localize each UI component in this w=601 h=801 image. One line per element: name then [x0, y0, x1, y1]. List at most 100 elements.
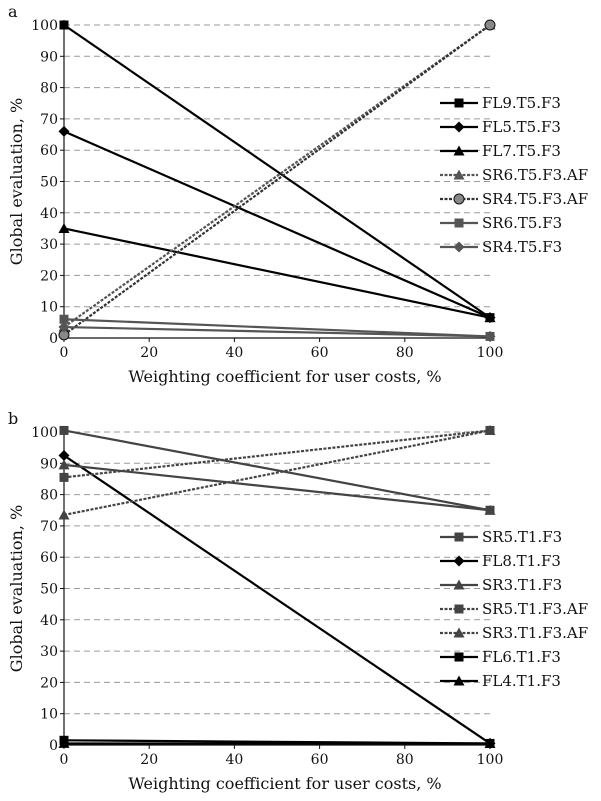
x-tick-label: 80	[396, 345, 414, 361]
data-point	[58, 449, 70, 461]
legend-entry: SR5.T1.F3	[440, 528, 562, 546]
legend-entry: FL4.T1.F3	[440, 672, 561, 690]
legend-marker	[453, 555, 465, 567]
legend-marker	[454, 532, 464, 542]
legend-marker	[453, 579, 465, 590]
data-point	[58, 509, 70, 520]
x-tick-label: 40	[225, 345, 243, 361]
series-FL5.T5.F3	[58, 125, 496, 324]
series-SR3.T1.F3.AF	[58, 424, 496, 520]
legend-marker	[454, 98, 464, 108]
legend-marker	[454, 218, 464, 228]
series-SR4.T5.F3.AF	[58, 19, 496, 341]
legend-label: SR4.T5.F3.AF	[482, 190, 588, 208]
series-line	[63, 318, 491, 338]
y-tick-label: 100	[31, 18, 58, 34]
data-point	[484, 737, 496, 748]
x-tick-label: 100	[477, 752, 504, 768]
series-line	[63, 454, 491, 745]
y-tick-label: 20	[40, 675, 58, 691]
y-tick-label: 90	[40, 49, 58, 65]
legend-entry: FL9.T5.F3	[440, 94, 561, 112]
y-tick-label: 50	[40, 582, 58, 598]
legend-label: FL4.T1.F3	[482, 672, 561, 690]
series-line	[63, 130, 491, 319]
data-point	[484, 424, 496, 435]
y-tick-label: 70	[40, 112, 58, 128]
y-tick-label: 40	[40, 613, 58, 629]
data-point	[59, 314, 69, 324]
x-tick-label: 0	[60, 345, 69, 361]
legend: SR5.T1.F3 FL8.T1.F3 SR3.T1.F3 SR5.T1.F3.AF S…	[440, 528, 588, 690]
legend-marker	[453, 169, 465, 180]
legend-label: SR3.T1.F3.AF	[482, 624, 588, 642]
x-tick-label: 40	[225, 752, 243, 768]
y-tick-label: 30	[40, 237, 58, 253]
series-FL7.T5.F3	[58, 222, 496, 323]
y-tick-label: 70	[40, 519, 58, 535]
legend-marker	[453, 675, 465, 686]
series-FL6.T1.F3	[59, 735, 495, 748]
series-line	[63, 24, 491, 336]
y-tick-label: 80	[40, 81, 58, 97]
x-tick-label: 20	[140, 345, 158, 361]
legend-marker	[453, 241, 465, 253]
y-tick-label: 60	[40, 143, 58, 159]
data-point	[58, 125, 70, 137]
data-point	[484, 19, 496, 31]
x-tick-label: 0	[60, 752, 69, 768]
series-line	[63, 463, 491, 512]
legend-label: SR5.T1.F3.AF	[482, 600, 588, 618]
y-axis-title: Global evaluation, %	[7, 98, 26, 265]
x-tick-label: 60	[311, 752, 329, 768]
series-line	[63, 24, 491, 328]
data-point	[59, 20, 69, 30]
data-point	[58, 459, 70, 470]
y-tick-label: 20	[40, 268, 58, 284]
y-tick-label: 30	[40, 644, 58, 660]
series-line	[63, 24, 491, 319]
legend: FL9.T5.F3 FL5.T5.F3 FL7.T5.F3 SR6.T5.F3.AF S…	[440, 94, 588, 256]
series-line	[63, 429, 491, 517]
data-point	[59, 425, 69, 435]
legend-entry: SR6.T5.F3.AF	[440, 166, 588, 184]
series-line	[63, 227, 491, 319]
panel-label: a	[8, 2, 18, 21]
x-tick-label: 100	[477, 345, 504, 361]
series-line	[63, 429, 491, 479]
legend-label: SR5.T1.F3	[482, 528, 562, 546]
data-point	[58, 737, 70, 748]
legend-label: FL6.T1.F3	[482, 648, 561, 666]
y-tick-label: 90	[40, 456, 58, 472]
legend-entry: SR3.T1.F3	[440, 576, 562, 594]
legend-entry: SR6.T5.F3	[440, 214, 562, 232]
x-tick-label: 60	[311, 345, 329, 361]
series-line	[63, 429, 491, 512]
legend-entry: FL8.T1.F3	[440, 552, 561, 570]
legend-entry: SR5.T1.F3.AF	[440, 600, 588, 618]
series-line	[63, 325, 491, 338]
y-tick-label: 100	[31, 425, 58, 441]
data-point	[58, 321, 70, 333]
legend-entry: FL7.T5.F3	[440, 142, 561, 160]
legend-marker	[453, 145, 465, 156]
legend-marker	[453, 121, 465, 133]
legend-marker	[453, 627, 465, 638]
y-tick-label: 0	[49, 738, 58, 754]
data-point	[484, 312, 496, 323]
legend-marker	[454, 604, 464, 614]
y-tick-label: 10	[40, 707, 58, 723]
data-point	[59, 472, 69, 482]
x-tick-label: 80	[396, 752, 414, 768]
data-point	[484, 330, 496, 342]
chart-panel-b: b 0 10 20 30 40 50 60 70 80 90 100 0 20 40 60 80 100 Weigh…	[7, 409, 588, 793]
series-FL4.T1.F3	[58, 737, 496, 748]
y-tick-label: 0	[49, 331, 58, 347]
x-axis-title: Weighting coefficient for user costs, %	[128, 367, 441, 386]
series-SR4.T5.F3	[58, 321, 496, 342]
y-tick-label: 60	[40, 550, 58, 566]
legend-entry: FL6.T1.F3	[440, 648, 561, 666]
legend-entry: SR4.T5.F3.AF	[440, 190, 588, 208]
panel-label: b	[8, 409, 18, 428]
legend-label: SR6.T5.F3	[482, 214, 562, 232]
